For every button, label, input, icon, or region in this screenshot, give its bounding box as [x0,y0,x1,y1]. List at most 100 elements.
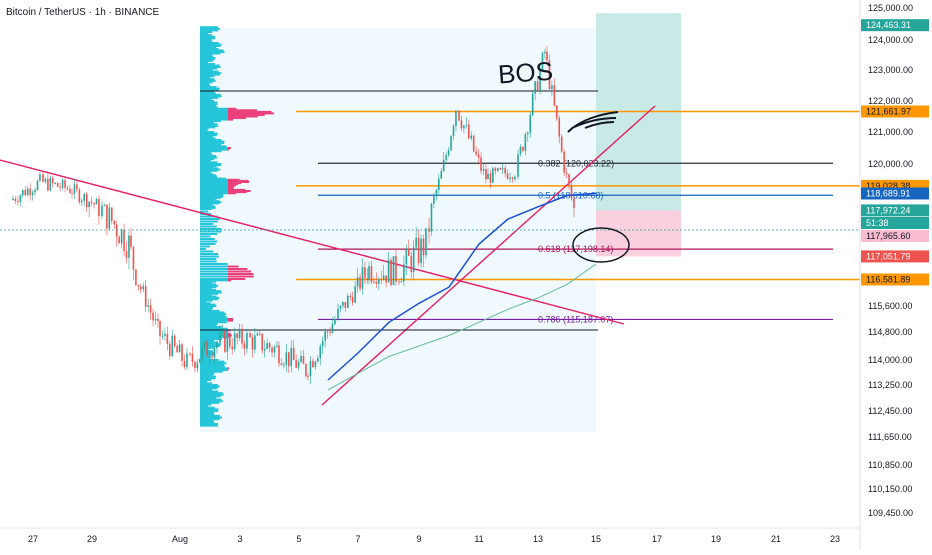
y-tick-label: 122,000.00 [868,96,913,106]
candle [393,256,395,285]
candle [520,147,522,154]
candle [307,376,309,377]
candle [113,221,115,225]
candle [186,354,188,368]
candle [290,348,292,366]
candle [453,126,455,136]
candle [359,277,361,288]
candle [214,348,216,357]
candle [478,155,480,158]
x-tick-label: 15 [591,534,601,544]
candle [368,266,370,280]
candle [106,205,108,229]
candle [145,286,147,307]
candle [15,199,17,201]
candle [52,178,54,183]
y-tick-label: 121,000.00 [868,127,913,137]
candle [324,331,326,341]
candle [371,266,373,282]
x-tick-label: 5 [296,534,301,544]
candle [283,365,285,366]
candle [37,181,39,190]
candle [337,309,339,319]
y-tick-label: 114,800.00 [868,327,912,337]
candle [150,305,152,313]
candle [88,202,90,207]
candle [315,362,317,367]
candle [152,313,154,321]
y-tick-label: 114,000.00 [868,355,912,365]
candle [244,344,246,349]
candle [354,286,356,302]
candle [241,329,243,344]
candle [239,329,241,338]
candle [561,137,563,152]
candle [167,334,169,344]
candle [64,180,66,188]
y-tick-label: 113,250.00 [868,380,912,390]
candle [229,336,231,347]
y-tick-label: 125,000.00 [868,3,913,13]
candle [54,183,56,184]
y-tick-label: 124,000.00 [868,35,913,45]
candle [390,260,392,285]
candle [461,120,463,128]
candle [470,136,472,139]
candle [12,199,14,200]
candle [47,179,49,190]
candle [425,228,427,255]
candle [347,296,349,308]
price-tag-label: 117,051.79 [866,251,910,261]
candle [93,203,95,204]
candle [130,236,132,247]
candle [517,154,519,177]
candle [29,189,31,196]
candle [322,341,324,347]
candle [269,343,271,348]
candle [98,199,100,216]
candle [67,188,69,189]
candle [352,297,354,303]
candle [329,332,331,333]
candle [566,173,568,175]
candle [423,239,425,256]
y-tick-label: 120,000.00 [868,159,913,169]
candle [219,333,221,343]
candle [79,189,81,202]
x-tick-label: 21 [771,534,781,544]
x-tick-label: 9 [416,534,421,544]
candle [199,359,201,363]
candle [492,168,494,183]
candle [376,282,378,284]
candle [317,358,319,362]
candle [179,344,181,352]
price-tag-label: 124,463.31 [866,20,911,30]
candle [236,333,238,338]
candle [252,337,254,349]
fib-level-label: 0.786 (115,187.07) [538,314,613,324]
candle [463,126,465,129]
candle [83,194,85,201]
candle [300,356,302,362]
x-tick-label: 3 [237,534,242,544]
y-tick-label: 110,150.00 [868,484,912,494]
candle [507,173,509,178]
candle [349,296,351,297]
candle [246,333,248,348]
fib-level-label: 0.382 (120,023.22) [538,158,614,168]
price-tag-label: 117,972.24 [866,205,910,215]
candle [362,267,364,289]
candle [406,248,408,264]
candle [266,343,268,349]
candle [176,346,178,352]
chart-title: Bitcoin / TetherUS · 1h · BINANCE [6,7,160,18]
candle [509,178,511,179]
y-tick-label: 111,650.00 [868,432,912,442]
candle [497,168,499,171]
candle [563,152,565,173]
candle [532,94,534,115]
candle [525,134,527,151]
candle [209,356,211,357]
